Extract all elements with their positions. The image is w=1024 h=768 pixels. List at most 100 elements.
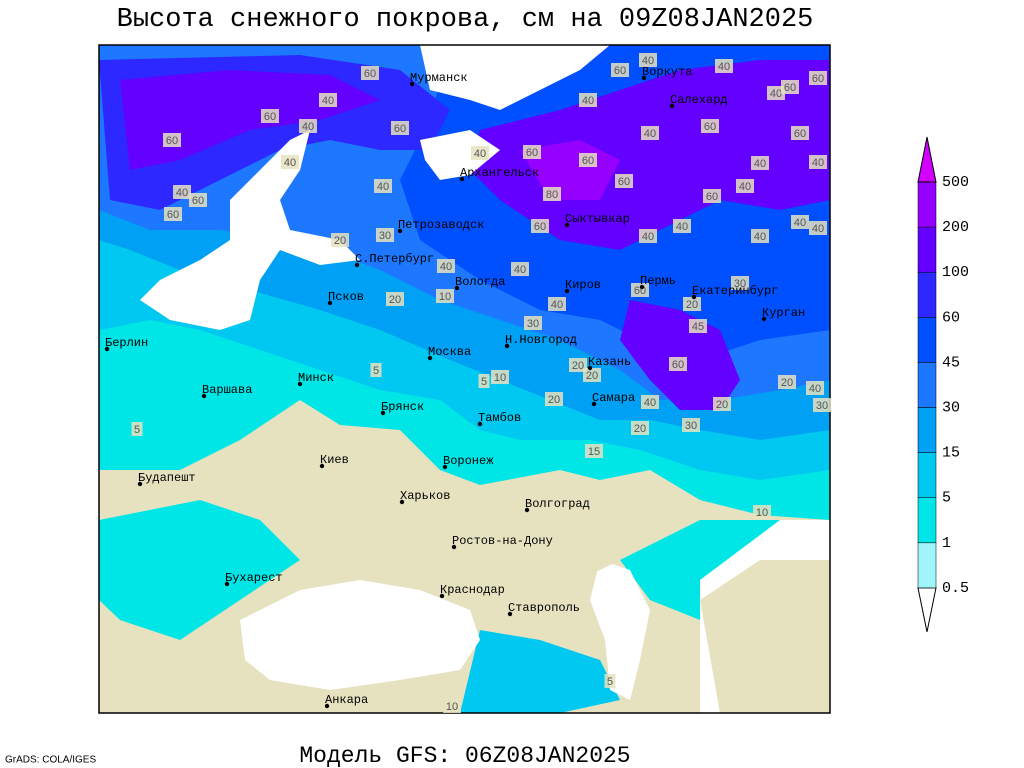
- colorbar-label: 30: [942, 399, 960, 416]
- contour-label-box: [689, 319, 707, 333]
- map-frame: [98, 44, 831, 714]
- city-dot: [442, 464, 448, 470]
- contour-label-box: [809, 221, 827, 235]
- contour-label-box: [669, 357, 687, 371]
- cities: Мурманск Воркута Салехард Архангельск Петроз…: [104, 65, 805, 709]
- colorbar-box: [917, 497, 937, 544]
- contour-label-box: [703, 189, 721, 203]
- city-label: Петрозаводск: [398, 218, 484, 232]
- colorbar-box: [917, 542, 937, 589]
- snow-zone: [460, 630, 620, 713]
- contour-label: 40: [582, 95, 594, 107]
- contour-label-box: [319, 93, 337, 107]
- city-label: Брянск: [381, 400, 424, 414]
- contour-label-box: [443, 699, 461, 713]
- city-label: Тамбов: [478, 411, 521, 425]
- city-dot: [224, 581, 230, 587]
- land: [700, 560, 830, 713]
- colorbar-box: [917, 181, 937, 228]
- city-label: Самара: [592, 391, 635, 405]
- contour-label: 60: [618, 176, 630, 188]
- snow-zone: [99, 500, 300, 640]
- contour-label-box: [767, 86, 785, 100]
- contour-label: 15: [588, 446, 600, 458]
- contour-label-box: [386, 292, 404, 306]
- city-label: Псков: [328, 290, 364, 304]
- contour-label-box: [545, 392, 563, 406]
- city-dot: [319, 463, 325, 469]
- contour-label: 60: [812, 73, 824, 85]
- contour-label: 60: [534, 221, 546, 233]
- contour-label: 80: [546, 189, 558, 201]
- contour-label-box: [751, 229, 769, 243]
- city-label: Волгоград: [525, 497, 590, 511]
- contour-label-box: [753, 505, 771, 519]
- contour-label-box: [543, 187, 561, 201]
- contour-label: 40: [551, 299, 563, 311]
- city-dot: [354, 262, 360, 268]
- contour-label-box: [791, 126, 809, 140]
- city-label: Бухарест: [225, 571, 283, 585]
- sea: [420, 130, 500, 180]
- city-label: Курган: [762, 306, 805, 320]
- colorbar-label: 200: [942, 219, 969, 236]
- city-dot: [524, 507, 530, 513]
- contour-label-box: [569, 358, 587, 372]
- contour-label-box: [261, 109, 279, 123]
- contour-label: 40: [474, 148, 486, 160]
- sea: [420, 45, 610, 110]
- contour-label-box: [579, 153, 597, 167]
- contour-label: 40: [809, 383, 821, 395]
- contour-label-box: [524, 316, 542, 330]
- city-label: Ростов-на-Дону: [452, 534, 553, 548]
- colorbar-box: [917, 407, 937, 453]
- city-label: Казань: [588, 355, 631, 369]
- city-label: Сыктывкар: [565, 212, 630, 226]
- city-label: Анкара: [325, 693, 368, 707]
- contour-label: 40: [644, 397, 656, 409]
- contour-label: 60: [167, 209, 179, 221]
- contour-label-box: [641, 126, 659, 140]
- city-dot: [380, 410, 386, 416]
- contour-label-box: [751, 156, 769, 170]
- colorbar-label: 100: [942, 264, 969, 281]
- colorbar-box: [917, 317, 937, 363]
- contour-label: 40: [284, 157, 296, 169]
- city-label: Пермь: [640, 274, 676, 288]
- colorbar-label: 15: [942, 445, 960, 462]
- title: Высота снежного покрова, см на 09Z08JAN2…: [117, 5, 814, 35]
- city-label: Воронеж: [443, 454, 494, 468]
- contour-label: 20: [572, 360, 584, 372]
- contour-label-box: [370, 363, 382, 377]
- contour-label: 5: [481, 376, 487, 388]
- contour-label: 40: [377, 181, 389, 193]
- contour-label-box: [437, 259, 455, 273]
- colorbar-label: 45: [942, 354, 960, 371]
- contour-label-box: [376, 228, 394, 242]
- contour-label: 40: [514, 264, 526, 276]
- contour-label: 60: [706, 191, 718, 203]
- city-dot: [504, 343, 510, 349]
- colorbar-box: [917, 226, 937, 273]
- colorbar-label: 500: [942, 174, 969, 191]
- colorbar-label: 60: [942, 309, 960, 326]
- contour-label: 5: [373, 365, 379, 377]
- contour-label-box: [391, 121, 409, 135]
- contour-label: 20: [634, 423, 646, 435]
- city-label: Берлин: [105, 336, 148, 350]
- city-dot: [477, 421, 483, 427]
- contour-label: 20: [686, 299, 698, 311]
- city-dot: [669, 103, 675, 109]
- contour-label-box: [715, 59, 733, 73]
- contour-label: 60: [364, 68, 376, 80]
- contour-label-box: [701, 119, 719, 133]
- city-dot: [459, 176, 465, 182]
- contour-label-box: [778, 375, 796, 389]
- contour-label-box: [331, 233, 349, 247]
- city-label: Будапешт: [138, 471, 196, 485]
- contour-label-box: [131, 422, 143, 436]
- contour-label-box: [579, 93, 597, 107]
- colorbar-box: [917, 271, 937, 318]
- contour-label-box: [809, 71, 827, 85]
